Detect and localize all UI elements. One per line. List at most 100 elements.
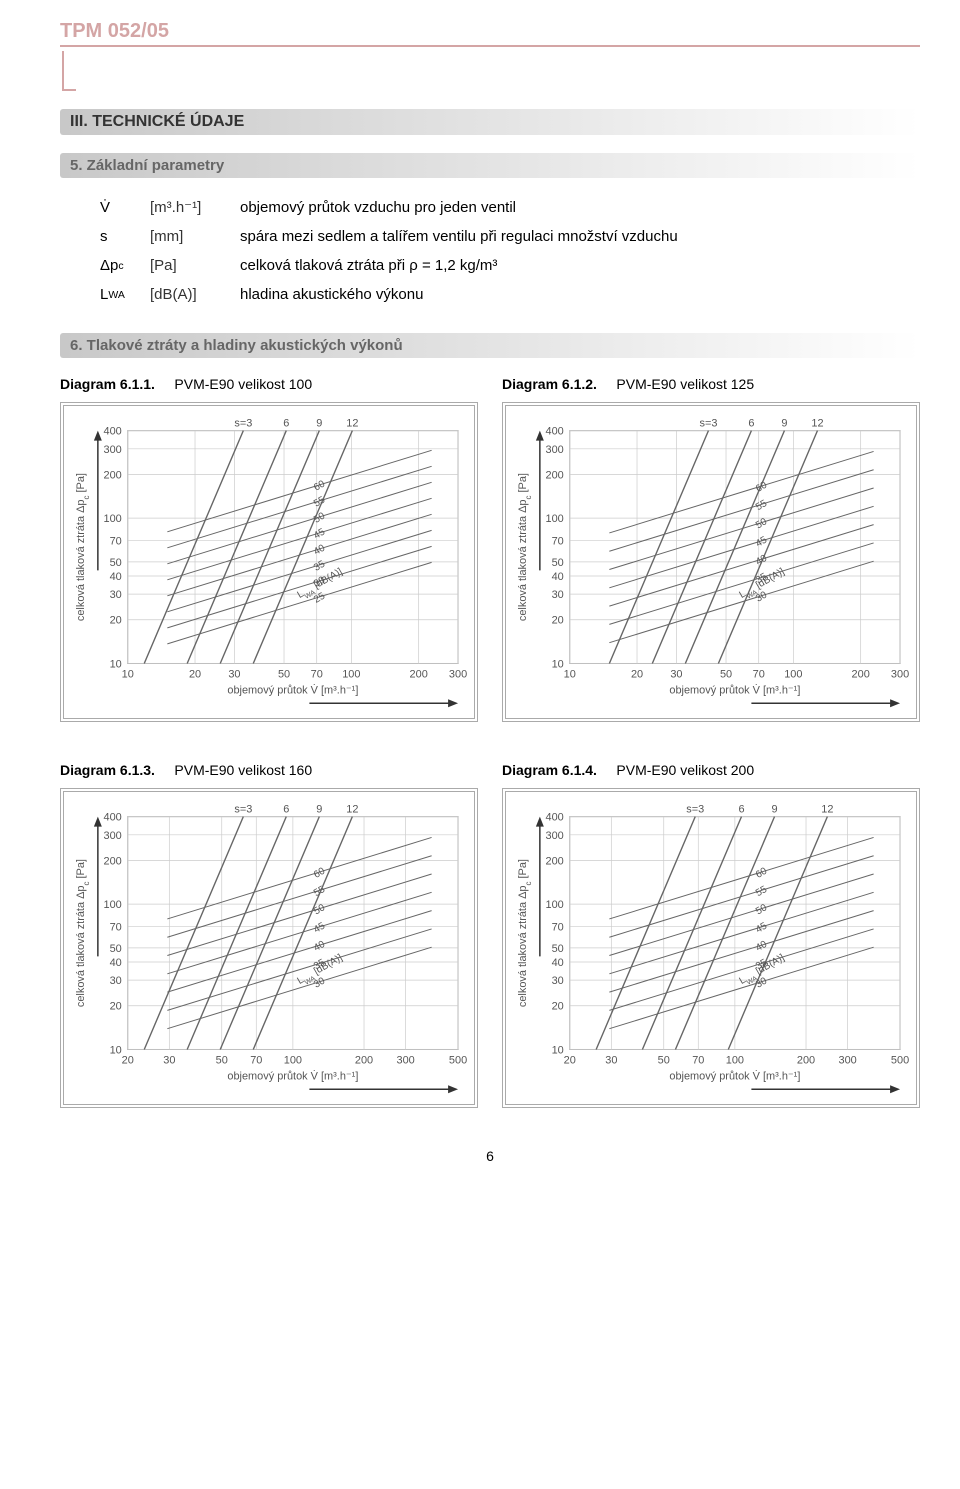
svg-text:55: 55 (754, 884, 769, 899)
param-unit: [mm] (150, 228, 240, 245)
svg-text:20: 20 (564, 1054, 576, 1066)
svg-text:9: 9 (316, 418, 322, 430)
svg-text:20: 20 (552, 615, 564, 627)
svg-text:70: 70 (552, 922, 564, 934)
page-number: 6 (60, 1148, 920, 1164)
chart-name: PVM-E90 velikost 160 (174, 762, 312, 778)
svg-text:100: 100 (284, 1054, 302, 1066)
svg-text:celková tlaková ztráta Δpc [P: celková tlaková ztráta Δpc [Pa] (75, 473, 91, 621)
param-row: V̇[m³.h⁻¹]objemový průtok vzduchu pro je… (100, 198, 920, 216)
svg-text:6: 6 (748, 418, 754, 430)
svg-text:objemový průtok V̇ [m³.h⁻¹]: objemový průtok V̇ [m³.h⁻¹] (669, 684, 800, 697)
param-row: s[mm]spára mezi sedlem a talířem ventilu… (100, 228, 920, 245)
svg-text:12: 12 (346, 804, 358, 816)
svg-text:9: 9 (316, 804, 322, 816)
svg-text:10: 10 (110, 658, 122, 670)
svg-text:30: 30 (163, 1054, 175, 1066)
chart-612: Diagram 6.1.2. PVM-E90 velikost 125 1020… (502, 376, 920, 722)
svg-text:9: 9 (771, 804, 777, 816)
svg-text:50: 50 (312, 510, 327, 525)
svg-text:40: 40 (754, 553, 769, 568)
svg-text:12: 12 (346, 418, 358, 430)
svg-text:100: 100 (545, 513, 563, 525)
svg-text:55: 55 (312, 884, 327, 899)
svg-text:50: 50 (216, 1054, 228, 1066)
chart-name: PVM-E90 velikost 125 (616, 376, 754, 392)
svg-text:100: 100 (784, 668, 802, 680)
svg-text:50: 50 (110, 943, 122, 955)
svg-text:celková tlaková ztráta Δpc [P: celková tlaková ztráta Δpc [Pa] (75, 859, 91, 1007)
svg-text:celková tlaková ztráta Δpc [P: celková tlaková ztráta Δpc [Pa] (517, 473, 533, 621)
svg-text:objemový průtok V̇ [m³.h⁻¹]: objemový průtok V̇ [m³.h⁻¹] (227, 684, 358, 697)
svg-text:objemový průtok V̇ [m³.h⁻¹]: objemový průtok V̇ [m³.h⁻¹] (669, 1070, 800, 1083)
svg-text:400: 400 (545, 426, 563, 438)
svg-text:500: 500 (891, 1054, 909, 1066)
svg-text:200: 200 (545, 469, 563, 481)
svg-text:s=3: s=3 (686, 804, 704, 816)
svg-text:70: 70 (250, 1054, 262, 1066)
svg-text:10: 10 (122, 668, 134, 680)
chart-label: Diagram 6.1.2. (502, 376, 597, 392)
param-row: Δpc[Pa]celková tlaková ztráta při ρ = 1,… (100, 257, 920, 274)
svg-text:300: 300 (397, 1054, 415, 1066)
svg-text:55: 55 (312, 494, 327, 509)
svg-text:s=3: s=3 (234, 418, 252, 430)
corner-decoration (62, 51, 76, 91)
svg-text:45: 45 (312, 920, 327, 935)
svg-text:45: 45 (312, 526, 327, 541)
param-unit: [Pa] (150, 257, 240, 274)
svg-text:200: 200 (355, 1054, 373, 1066)
svg-text:30: 30 (228, 668, 240, 680)
svg-text:300: 300 (891, 668, 909, 680)
chart-613: Diagram 6.1.3. PVM-E90 velikost 160 20 30… (60, 762, 478, 1108)
svg-text:20: 20 (122, 1054, 134, 1066)
svg-text:300: 300 (839, 1054, 857, 1066)
svg-text:300: 300 (103, 444, 121, 456)
svg-text:celková tlaková ztráta Δpc [P: celková tlaková ztráta Δpc [Pa] (517, 859, 533, 1007)
svg-text:60: 60 (754, 866, 769, 881)
svg-text:60: 60 (312, 866, 327, 881)
svg-text:30: 30 (110, 975, 122, 987)
svg-text:50: 50 (552, 557, 564, 569)
svg-text:300: 300 (449, 668, 467, 680)
svg-text:50: 50 (658, 1054, 670, 1066)
svg-text:s=3: s=3 (699, 418, 717, 430)
svg-text:s=3: s=3 (234, 804, 252, 816)
svg-text:40: 40 (110, 957, 122, 969)
param-desc: celková tlaková ztráta při ρ = 1,2 kg/m³ (240, 257, 920, 274)
svg-text:40: 40 (110, 571, 122, 583)
svg-text:100: 100 (103, 899, 121, 911)
svg-text:60: 60 (312, 478, 327, 493)
svg-text:70: 70 (311, 668, 323, 680)
param-desc: hladina akustického výkonu (240, 286, 920, 303)
svg-text:60: 60 (754, 480, 769, 495)
svg-text:50: 50 (278, 668, 290, 680)
svg-text:6: 6 (283, 804, 289, 816)
param-symbol: LWA (100, 286, 150, 303)
svg-text:200: 200 (545, 855, 563, 867)
svg-text:200: 200 (103, 855, 121, 867)
chart-label: Diagram 6.1.4. (502, 762, 597, 778)
section-heading-6: 6. Tlakové ztráty a hladiny akustických … (60, 333, 920, 358)
param-symbol: Δpc (100, 257, 150, 274)
svg-text:40: 40 (754, 939, 769, 954)
svg-text:100: 100 (545, 899, 563, 911)
svg-text:20: 20 (110, 615, 122, 627)
chart-name: PVM-E90 velikost 200 (616, 762, 754, 778)
svg-text:10: 10 (552, 1044, 564, 1056)
param-desc: objemový průtok vzduchu pro jeden ventil (240, 199, 920, 216)
chart-label: Diagram 6.1.3. (60, 762, 155, 778)
svg-text:50: 50 (720, 668, 732, 680)
svg-text:45: 45 (754, 920, 769, 935)
svg-text:200: 200 (103, 469, 121, 481)
chart-611: Diagram 6.1.1. PVM-E90 velikost 100 1020… (60, 376, 478, 722)
svg-text:70: 70 (110, 536, 122, 548)
svg-text:30: 30 (605, 1054, 617, 1066)
param-unit: [dB(A)] (150, 286, 240, 303)
svg-text:20: 20 (110, 1001, 122, 1013)
svg-text:70: 70 (692, 1054, 704, 1066)
svg-text:50: 50 (110, 557, 122, 569)
svg-text:40: 40 (312, 939, 327, 954)
svg-text:objemový průtok V̇ [m³.h⁻¹]: objemový průtok V̇ [m³.h⁻¹] (227, 1070, 358, 1083)
svg-text:40: 40 (552, 571, 564, 583)
